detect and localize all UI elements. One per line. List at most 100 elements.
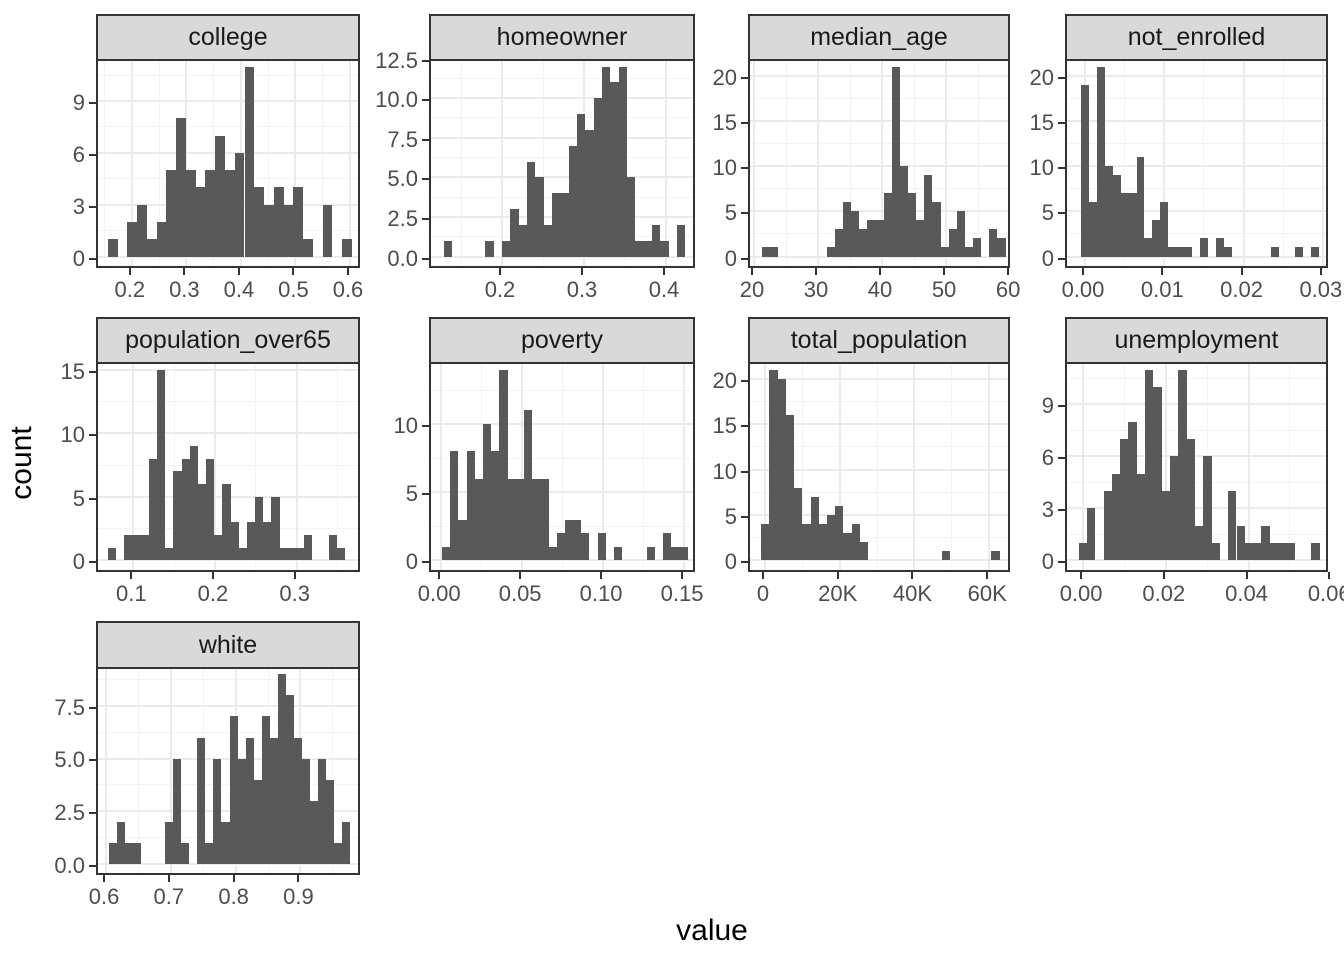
histogram-bar <box>1104 166 1113 257</box>
histogram-bar <box>891 66 900 257</box>
facet-panel-total_population <box>748 362 1010 572</box>
gridline-y-major <box>750 514 1008 516</box>
y-tick-label: 3 <box>1041 497 1054 523</box>
y-tick-mark <box>1058 457 1065 460</box>
histogram-bar <box>221 821 230 864</box>
gridline-x-major <box>294 61 297 266</box>
gridline-y-minor <box>431 77 693 79</box>
gridline-x-major <box>501 61 503 266</box>
y-tick-label: 15 <box>712 413 737 439</box>
y-tick-mark <box>741 516 748 518</box>
histogram-bar <box>310 800 319 864</box>
histogram-bar <box>867 220 876 257</box>
x-tick-mark <box>499 268 501 275</box>
x-tick-mark <box>211 572 214 579</box>
gridline-x-minor <box>137 669 139 873</box>
gridline-x-minor <box>785 61 787 266</box>
y-tick-label: 6 <box>72 141 85 167</box>
histogram-bar <box>255 496 264 561</box>
y-tick-mark <box>422 493 429 496</box>
gridline-x-minor <box>104 61 106 266</box>
x-tick-label: 0.2 <box>484 277 516 302</box>
x-tick-mark <box>292 268 295 275</box>
gridline-y-major <box>98 255 358 258</box>
histogram-bar <box>116 821 125 864</box>
y-tick-mark <box>422 59 429 62</box>
x-tick-label: 20 <box>739 277 765 302</box>
gridline-y-major <box>98 757 358 760</box>
facet-strip-not_enrolled: not_enrolled <box>1065 14 1328 61</box>
y-tick-mark <box>89 153 96 156</box>
x-tick-mark <box>519 572 522 579</box>
gridline-x-major <box>1082 364 1085 570</box>
histogram-bar <box>127 221 138 257</box>
histogram-bar <box>213 758 222 864</box>
histogram-bar <box>560 193 569 257</box>
histogram-bar <box>835 505 844 561</box>
y-tick-mark <box>1058 212 1065 215</box>
y-tick-label: 0 <box>724 549 737 575</box>
histogram-bar <box>585 129 594 257</box>
facet-title: poverty <box>521 326 603 354</box>
histogram-bar <box>1161 491 1170 561</box>
histogram-bar <box>342 239 352 257</box>
x-tick-label: 0.2 <box>197 581 229 606</box>
y-tick-mark <box>89 561 96 564</box>
histogram-bar <box>157 369 166 561</box>
histogram-bar <box>532 478 541 561</box>
histogram-bar <box>269 737 278 864</box>
gridline-y-minor <box>750 142 1008 144</box>
histogram-bar <box>322 204 333 257</box>
x-tick-label: 40K <box>892 581 933 606</box>
histogram-bar <box>181 842 190 864</box>
histogram-bar <box>761 247 770 257</box>
x-tick-label: 0.01 <box>1140 277 1184 302</box>
facet-strip-college: college <box>96 14 360 61</box>
x-tick-mark <box>681 572 684 579</box>
x-tick-mark <box>600 572 603 579</box>
gridline-y-major <box>98 704 358 707</box>
histogram-bar <box>543 224 553 257</box>
histogram-bar <box>1086 508 1096 561</box>
gridline-y-minor <box>750 491 1008 493</box>
x-tick-label: 0.10 <box>579 581 623 606</box>
gridline-y-major <box>750 210 1008 213</box>
y-tick-label: 15 <box>1029 109 1054 135</box>
histogram-bar <box>277 674 286 864</box>
histogram-bar <box>1223 247 1232 257</box>
x-tick-label: 0.00 <box>1059 581 1103 606</box>
x-tick-mark <box>581 268 583 275</box>
y-tick-mark <box>1058 257 1065 260</box>
gridline-y-minor <box>1067 97 1326 99</box>
gridline-y-major <box>431 136 693 139</box>
x-tick-label: 0.5 <box>278 277 309 302</box>
histogram-bar <box>474 478 483 561</box>
histogram-bar <box>246 522 256 561</box>
histogram-bar <box>237 758 246 864</box>
histogram-bar <box>602 66 611 257</box>
histogram-bar <box>245 737 254 864</box>
gridline-y-minor <box>750 446 1008 448</box>
histogram-bar <box>989 229 998 257</box>
x-tick-label: 0.2 <box>114 277 146 302</box>
histogram-bar <box>238 547 247 561</box>
y-tick-label: 5 <box>724 504 737 529</box>
x-tick-mark <box>1328 572 1331 579</box>
x-tick-label: 0.3 <box>279 581 310 606</box>
gridline-y-major <box>431 97 693 100</box>
gridline-x-minor <box>977 61 979 266</box>
y-tick-label: 0 <box>72 245 85 271</box>
x-tick-label: 0 <box>756 581 770 606</box>
histogram-bar <box>610 82 619 257</box>
y-tick-mark <box>422 99 429 102</box>
y-tick-label: 5 <box>72 485 85 511</box>
histogram-bar <box>1186 438 1195 561</box>
x-tick-label: 0.6 <box>88 884 120 909</box>
facet-panel-homeowner <box>429 59 695 268</box>
histogram-bar <box>273 187 284 257</box>
histogram-bar <box>875 220 884 257</box>
histogram-bar <box>1236 525 1245 561</box>
x-tick-label: 30 <box>803 277 829 302</box>
histogram-bar <box>295 547 305 561</box>
